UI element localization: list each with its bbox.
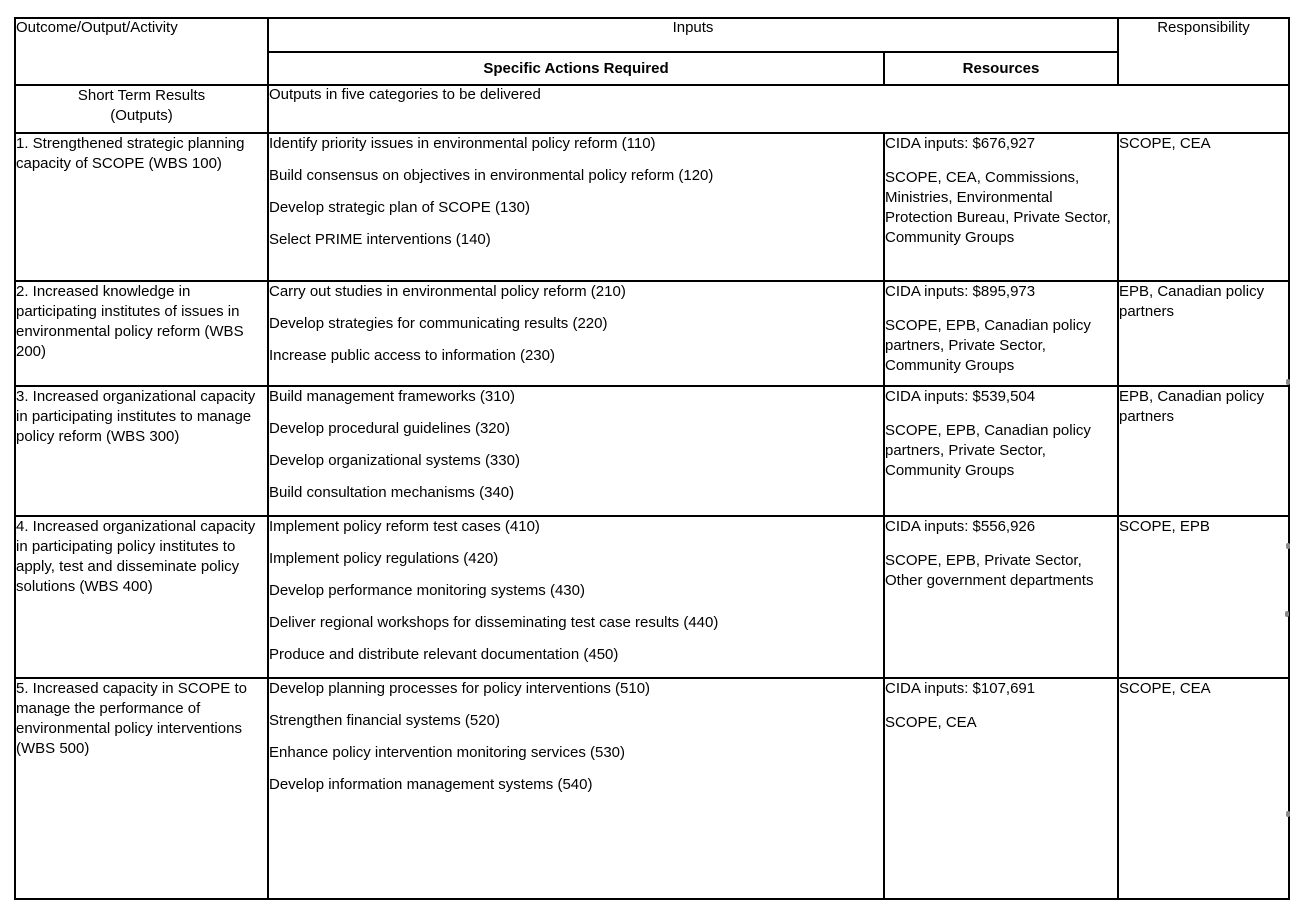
- resource-partners-text: SCOPE, EPB, Canadian policy partners, Pr…: [885, 317, 1091, 374]
- resource-partners-text: SCOPE, CEA, Commissions, Ministries, Env…: [885, 169, 1111, 246]
- header-resources: Resources: [883, 51, 1119, 86]
- action-item: Develop information management systems (…: [269, 776, 593, 793]
- action-item: Develop strategies for communicating res…: [269, 315, 608, 332]
- scan-artifact: [1285, 611, 1289, 617]
- header-responsibility: Responsibility: [1117, 17, 1290, 86]
- action-item: Build management frameworks (310): [269, 388, 515, 405]
- actions-cell: Build management frameworks (310) Develop…: [267, 385, 885, 517]
- table-row: 2. Increased knowledge in participating …: [14, 280, 1290, 387]
- outcome-cell: 1. Strengthened strategic planning capac…: [14, 132, 269, 282]
- action-item: Identify priority issues in environmenta…: [269, 135, 656, 152]
- cida-inputs-text: CIDA inputs: $107,691: [885, 680, 1036, 697]
- outcome-cell: 4. Increased organizational capacity in …: [14, 515, 269, 679]
- resources-cell: CIDA inputs: $539,504 SCOPE, EPB, Canadi…: [883, 385, 1119, 517]
- outcome-cell: 5. Increased capacity in SCOPE to manage…: [14, 677, 269, 900]
- action-item: Implement policy regulations (420): [269, 550, 499, 567]
- table-row: 4. Increased organizational capacity in …: [14, 515, 1290, 679]
- resources-cell: CIDA inputs: $676,927 SCOPE, CEA, Commis…: [883, 132, 1119, 282]
- responsibility-cell: SCOPE, CEA: [1117, 677, 1290, 900]
- scan-artifact: [1286, 543, 1290, 549]
- action-item: Select PRIME interventions (140): [269, 231, 491, 248]
- header-specific-actions: Specific Actions Required: [267, 51, 885, 86]
- responsibility-cell: EPB, Canadian policy partners: [1117, 280, 1290, 387]
- outcome-cell: 2. Increased knowledge in participating …: [14, 280, 269, 387]
- table-row: 3. Increased organizational capacity in …: [14, 385, 1290, 517]
- subheader-left-line1: Short Term Results: [77, 87, 206, 104]
- resources-cell: CIDA inputs: $107,691 SCOPE, CEA: [883, 677, 1119, 900]
- resources-cell: CIDA inputs: $556,926 SCOPE, EPB, Privat…: [883, 515, 1119, 679]
- action-item: Produce and distribute relevant document…: [269, 646, 619, 663]
- resources-cell: CIDA inputs: $895,973 SCOPE, EPB, Canadi…: [883, 280, 1119, 387]
- actions-cell: Implement policy reform test cases (410)…: [267, 515, 885, 679]
- cida-inputs-text: CIDA inputs: $556,926: [885, 518, 1036, 535]
- actions-cell: Develop planning processes for policy in…: [267, 677, 885, 900]
- actions-cell: Carry out studies in environmental polic…: [267, 280, 885, 387]
- responsibility-cell: EPB, Canadian policy partners: [1117, 385, 1290, 517]
- scan-artifact: [1286, 811, 1290, 817]
- header-outcome-output-activity: Outcome/Output/Activity: [14, 17, 269, 86]
- action-item: Deliver regional workshops for dissemina…: [269, 614, 719, 631]
- action-item: Enhance policy intervention monitoring s…: [269, 744, 626, 761]
- action-item: Develop performance monitoring systems (…: [269, 582, 585, 599]
- logframe-table: Outcome/Output/Activity Inputs Responsib…: [14, 17, 1290, 900]
- subheader-row: Short Term Results (Outputs) Outputs in …: [14, 84, 1290, 134]
- cida-inputs-text: CIDA inputs: $539,504: [885, 388, 1036, 405]
- action-item: Build consensus on objectives in environ…: [269, 167, 714, 184]
- subheader-outputs-note: Outputs in five categories to be deliver…: [267, 84, 1290, 134]
- action-item: Develop strategic plan of SCOPE (130): [269, 199, 530, 216]
- subheader-left-line2: (Outputs): [110, 107, 173, 124]
- header-inputs-group: Inputs: [267, 17, 1119, 53]
- action-item: Develop procedural guidelines (320): [269, 420, 510, 437]
- action-item: Develop organizational systems (330): [269, 452, 520, 469]
- header-row-2: Specific Actions Required Resources: [15, 51, 1289, 86]
- action-item: Build consultation mechanisms (340): [269, 484, 515, 501]
- subheader-short-term-results: Short Term Results (Outputs): [14, 84, 269, 134]
- action-item: Develop planning processes for policy in…: [269, 680, 651, 697]
- action-item: Increase public access to information (2…: [269, 347, 555, 364]
- resource-partners-text: SCOPE, EPB, Private Sector, Other govern…: [885, 552, 1094, 589]
- table-row: 5. Increased capacity in SCOPE to manage…: [14, 677, 1290, 900]
- resource-partners-text: SCOPE, EPB, Canadian policy partners, Pr…: [885, 422, 1091, 479]
- action-item: Carry out studies in environmental polic…: [269, 283, 626, 300]
- action-item: Implement policy reform test cases (410): [269, 518, 540, 535]
- table-row: 1. Strengthened strategic planning capac…: [14, 132, 1290, 282]
- responsibility-cell: SCOPE, CEA: [1117, 132, 1290, 282]
- header-row-1: Outcome/Output/Activity Inputs Responsib…: [14, 17, 1290, 86]
- actions-cell: Identify priority issues in environmenta…: [267, 132, 885, 282]
- cida-inputs-text: CIDA inputs: $895,973: [885, 283, 1036, 300]
- action-item: Strengthen financial systems (520): [269, 712, 500, 729]
- scan-artifact: [1286, 379, 1290, 385]
- cida-inputs-text: CIDA inputs: $676,927: [885, 135, 1036, 152]
- resource-partners-text: SCOPE, CEA: [885, 714, 977, 731]
- responsibility-cell: SCOPE, EPB: [1117, 515, 1290, 679]
- outcome-cell: 3. Increased organizational capacity in …: [14, 385, 269, 517]
